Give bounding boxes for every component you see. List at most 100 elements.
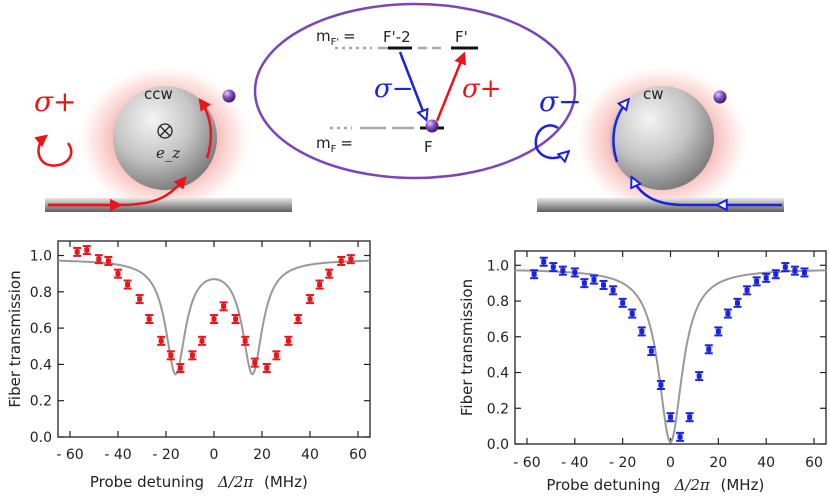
data-point <box>315 279 324 290</box>
upper-level-label-b: F' <box>455 28 468 46</box>
data-point <box>157 335 166 346</box>
lower-level-label: F <box>424 138 433 156</box>
data-point <box>123 279 132 290</box>
data-point <box>618 297 627 308</box>
data-point <box>762 272 771 283</box>
data-marker <box>242 338 248 344</box>
data-point <box>637 326 646 337</box>
transition-sigma-minus-label: σ− <box>374 74 414 104</box>
right-light-path-curve <box>632 178 718 207</box>
data-marker <box>158 338 164 344</box>
data-point <box>570 267 579 278</box>
data-marker <box>782 264 788 270</box>
data-point <box>325 268 334 279</box>
data-point <box>790 265 799 276</box>
data-point <box>294 314 302 325</box>
data-point <box>558 265 567 276</box>
data-marker <box>648 348 654 354</box>
data-marker <box>285 338 291 344</box>
data-point <box>241 335 250 346</box>
data-marker <box>541 259 547 265</box>
right-rotation-arrow <box>534 124 568 158</box>
left-resonator: e_z ccw σ+ <box>34 62 292 218</box>
data-point <box>580 278 589 289</box>
x-tick-label: 20 <box>709 455 727 471</box>
data-marker <box>658 382 664 388</box>
left-polarization-label: σ+ <box>34 85 77 118</box>
left-fiber <box>45 198 292 212</box>
data-point <box>723 308 732 319</box>
y-tick-label: 0.8 <box>30 285 52 301</box>
data-point <box>284 335 293 346</box>
x-tick-label: 60 <box>805 455 823 471</box>
data-marker <box>531 271 537 277</box>
data-point <box>752 276 761 287</box>
data-point <box>114 268 122 279</box>
x-axis-label: Probe detuning <box>546 476 660 494</box>
data-point <box>656 380 665 391</box>
cw-label: cw <box>643 85 664 103</box>
data-marker <box>639 328 645 334</box>
data-point <box>781 262 790 273</box>
data-point <box>145 314 154 325</box>
ez-symbol <box>157 123 173 139</box>
x-tick-label: 0 <box>666 455 675 471</box>
y-tick-label: 0.4 <box>30 357 52 373</box>
data-point <box>695 371 704 382</box>
data-marker <box>146 316 152 322</box>
data-point <box>135 294 144 305</box>
level-diagram: mF' = mF = F'-2 F' F σ− σ+ <box>253 2 577 180</box>
data-marker <box>773 271 779 277</box>
plot-frame <box>57 240 371 438</box>
data-marker <box>687 414 693 420</box>
x-tick-label: 0 <box>210 447 219 463</box>
data-marker <box>295 316 301 322</box>
data-point <box>628 308 637 319</box>
x-tick-label: - 40 <box>561 455 588 471</box>
data-marker <box>115 271 121 277</box>
data-point <box>104 255 113 266</box>
y-tick-label: 0.6 <box>487 330 509 346</box>
y-axis-label: Fiber transmission <box>6 270 24 407</box>
y-tick-label: 0.4 <box>487 366 509 382</box>
data-point <box>188 350 197 361</box>
data-marker <box>591 277 597 283</box>
y-axis-label: Fiber transmission <box>458 279 476 416</box>
data-point <box>743 285 752 296</box>
data-point <box>609 285 618 296</box>
ccw-arrow <box>198 97 213 159</box>
right-resonator: cw σ− <box>534 62 784 218</box>
sigma-minus-transition <box>398 51 426 119</box>
data-marker <box>725 311 731 317</box>
x-tick-label: - 40 <box>104 447 131 463</box>
data-marker <box>105 258 111 264</box>
data-point <box>771 269 780 280</box>
transition-sigma-plus-label: σ+ <box>462 74 502 104</box>
y-tick-label: 1.0 <box>30 249 52 265</box>
data-marker <box>629 311 635 317</box>
data-point <box>733 297 742 308</box>
left-transmission-chart: - 60 - 40 - 20 0 20 40 60 0.0 0.2 0.4 0.6 0.8 1.0 Fib… <box>6 240 371 491</box>
data-marker <box>74 249 80 255</box>
data-point <box>599 279 608 290</box>
x-tick-label: - 20 <box>152 447 179 463</box>
data-point <box>166 350 175 361</box>
data-point <box>539 256 548 267</box>
x-axis-unit: (MHz) <box>264 473 308 491</box>
data-marker <box>189 352 195 358</box>
data-point <box>346 254 355 265</box>
data-point <box>176 363 185 374</box>
left-atom <box>222 89 236 103</box>
data-marker <box>168 352 174 358</box>
right-atom <box>713 90 727 104</box>
data-marker <box>211 316 217 322</box>
y-tick-label: 0.2 <box>30 394 52 410</box>
x-tick-label: - 20 <box>609 455 636 471</box>
upper-m-label: mF' = <box>316 27 356 48</box>
x-axis-label: Probe detuning <box>90 473 204 491</box>
x-tick-label: - 60 <box>56 447 83 463</box>
x-axis-unit: (MHz) <box>721 476 765 494</box>
data-marker <box>696 373 702 379</box>
x-axis-math: Δ/2π <box>217 473 254 491</box>
data-marker <box>572 269 578 275</box>
